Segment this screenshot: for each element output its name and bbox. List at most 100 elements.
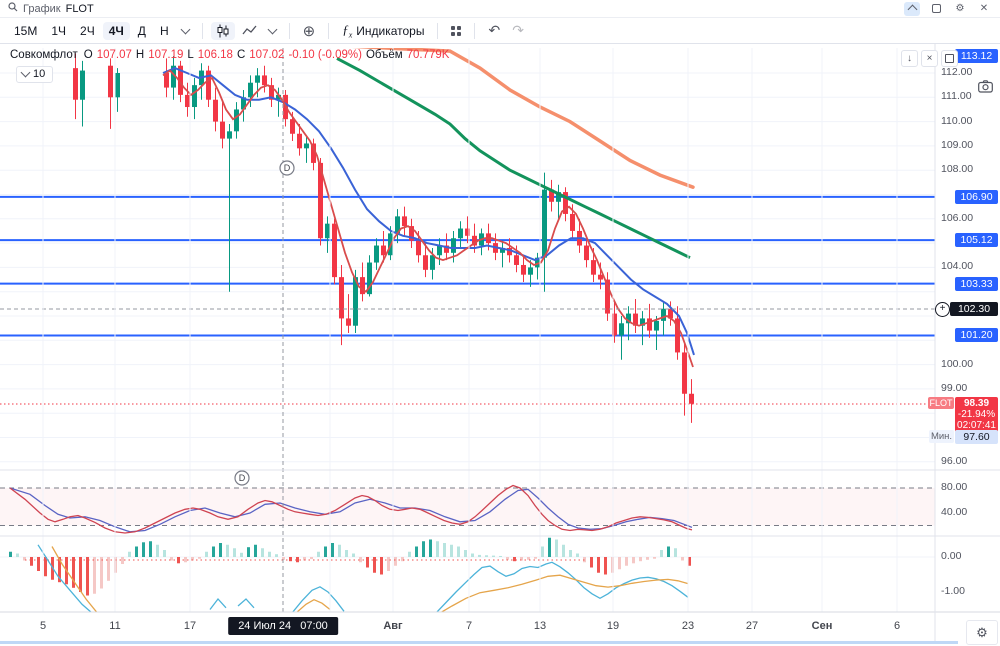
macd-bar	[275, 554, 278, 557]
line-style-button[interactable]	[237, 23, 262, 39]
candle-body	[458, 228, 463, 239]
timeframe-15m-button[interactable]: 15M	[14, 23, 38, 38]
candle-body	[619, 323, 624, 336]
indicators-label: Индикаторы	[356, 23, 425, 38]
collapse-chevron-icon[interactable]	[904, 1, 920, 16]
volume-value: 70.779K	[406, 49, 450, 61]
macd-bar	[618, 557, 621, 570]
undo-button[interactable]: ↶	[488, 22, 501, 38]
macd-bar	[58, 557, 61, 583]
line-chart-icon	[242, 25, 257, 34]
candle-body	[451, 238, 456, 253]
timeframe-day-button[interactable]: Д	[137, 23, 146, 38]
low-label: L	[187, 49, 194, 61]
candle-body	[178, 65, 183, 95]
instrument-name[interactable]: Совкомфлот	[10, 49, 78, 61]
close-icon[interactable]: ✕	[979, 3, 989, 14]
candle-body	[528, 267, 533, 275]
layout-grid-icon	[451, 25, 462, 36]
candle-body	[269, 85, 274, 100]
macd-bar	[310, 557, 313, 560]
time-tick: 5	[39, 620, 47, 632]
timeframe-2h-button[interactable]: 2Ч	[80, 23, 95, 38]
settings-gear-icon[interactable]: ⚙	[955, 3, 965, 14]
stoch-tick: 40.00	[941, 506, 968, 518]
layout-grid-button[interactable]	[446, 24, 466, 38]
macd-bar	[653, 557, 656, 559]
candle-body	[248, 82, 253, 98]
maximize-pane-icon[interactable]	[941, 50, 958, 67]
time-tick: 6	[893, 620, 901, 632]
candle-body	[605, 279, 610, 314]
screenshot-camera-icon[interactable]	[978, 80, 993, 98]
macd-bar	[408, 551, 411, 557]
level-label: 106.90	[955, 189, 998, 204]
crosshair-plus-icon[interactable]: +	[935, 302, 950, 317]
candle-body	[374, 245, 379, 263]
macd-bar	[681, 557, 684, 561]
macd-bar	[450, 544, 453, 557]
price-tick: 109.00	[941, 138, 974, 151]
close-label: C	[236, 49, 246, 61]
macd-bar	[142, 542, 145, 557]
last-price-symbol-tag: FLOT	[928, 397, 954, 409]
time-tick: 19	[606, 620, 620, 632]
macd-bar	[464, 550, 467, 557]
macd-bar	[317, 551, 320, 557]
last-price-label: 98.39 -21.94% 02:07:41	[955, 397, 998, 432]
symbol-legend[interactable]: Совкомфлот O 107.07 H 107.19 L 106.18 C 107.…	[10, 49, 449, 61]
macd-bar	[233, 548, 236, 557]
indicators-button[interactable]: ƒx Индикаторы	[337, 20, 429, 42]
candle-body	[206, 70, 211, 100]
macd-bar	[23, 557, 26, 561]
macd-bar	[324, 546, 327, 557]
macd-bar	[688, 557, 691, 566]
oscillator-orange-line	[296, 598, 331, 612]
macd-bar	[30, 557, 33, 566]
timeframe-1h-button[interactable]: 1Ч	[51, 23, 67, 38]
restore-window-icon[interactable]	[928, 2, 944, 16]
low-value: 106.18	[197, 49, 233, 61]
macd-bar	[121, 557, 124, 564]
timeframe-week-button[interactable]: Н	[159, 23, 169, 38]
candle-body	[675, 318, 680, 353]
window-title: График	[23, 2, 61, 15]
redo-button[interactable]: ↷	[512, 22, 524, 38]
candle-body	[311, 143, 316, 163]
macd-pane	[0, 537, 935, 612]
price-tick: 111.00	[941, 90, 972, 103]
search-icon[interactable]	[8, 2, 18, 15]
macd-bar	[527, 557, 530, 560]
ma-slowest-line	[351, 48, 695, 189]
macd-bar	[387, 557, 390, 571]
macd-bar	[401, 557, 404, 562]
candlestick-style-button[interactable]	[210, 21, 235, 40]
ma-length-selector[interactable]: 10	[16, 66, 54, 83]
candle-body	[500, 247, 505, 253]
window-symbol: FLOT	[65, 2, 94, 15]
price-tick: 100.00	[941, 357, 974, 370]
scroll-down-icon[interactable]: ↓	[901, 50, 918, 67]
compare-add-button[interactable]: ⊕	[302, 22, 316, 40]
crosshair-time-label: 24 Июл 24 07:00	[228, 617, 338, 635]
candle-body	[661, 308, 666, 321]
reset-scale-icon[interactable]: ×	[921, 50, 938, 67]
macd-bar	[604, 557, 607, 575]
candle-body	[381, 245, 386, 256]
macd-bar	[499, 555, 502, 557]
candle-body	[437, 245, 442, 256]
macd-bar	[366, 557, 369, 568]
candle-body	[346, 318, 351, 326]
price-axis[interactable]: 112.00 111.00 110.00 109.00 108.00 106.00 104.…	[928, 0, 1000, 646]
min-price-label: 97.60	[955, 430, 998, 444]
macd-bar	[436, 541, 439, 557]
candle-body	[164, 73, 169, 88]
candle-body	[647, 318, 652, 331]
macd-bar	[548, 537, 551, 557]
macd-bar	[226, 544, 229, 557]
timeframe-4h-button[interactable]: 4Ч	[102, 21, 130, 40]
chart-settings-gear-icon[interactable]: ⚙	[966, 620, 998, 645]
